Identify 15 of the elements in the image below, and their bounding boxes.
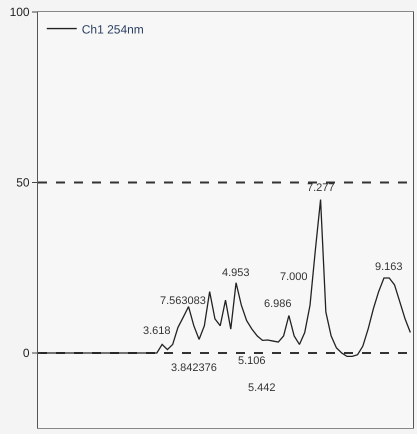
annotation: 6.986 [264,298,292,310]
line-series [40,198,412,358]
annotation: 7.563083 [160,295,206,307]
y-tick-label: 100 [10,5,30,20]
legend-label: Ch1 254nm [82,22,144,36]
annotation: 5.106 [238,355,266,367]
annotation: 3.842376 [171,362,217,374]
y-tick-label: 0 [22,346,30,360]
y-tick-label: 50 [16,176,30,190]
annotation: 3.618 [143,325,171,337]
annotation: 5.442 [248,382,276,394]
annotation: 4.953 [222,267,250,279]
annotation: 7.277 [307,182,335,194]
annotation: 7.000 [280,271,308,283]
annotation: 9.163 [375,261,403,273]
